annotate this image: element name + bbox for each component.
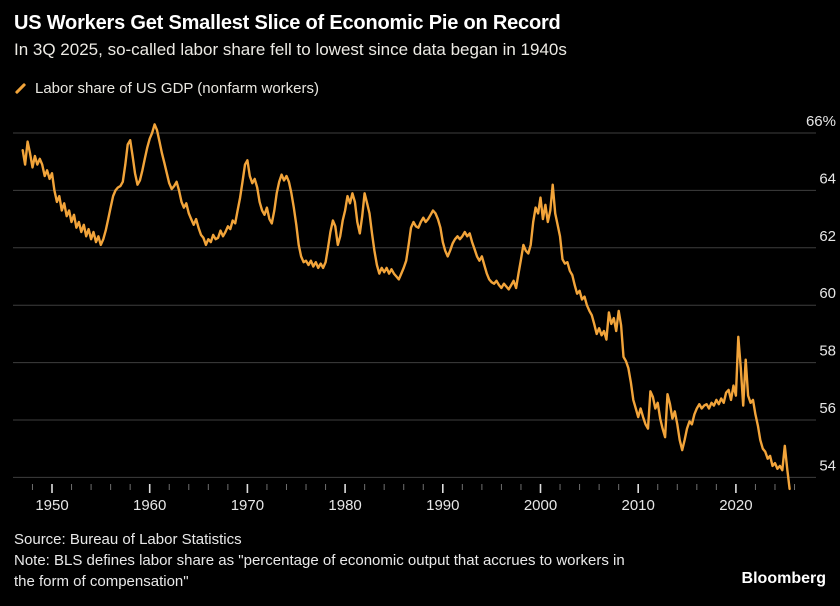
x-axis-label-1970: 1970 — [231, 497, 264, 514]
chart-subtitle: In 3Q 2025, so-called labor share fell t… — [14, 40, 567, 59]
bloomberg-logo: Bloomberg — [741, 570, 826, 587]
labor-share-line-series — [21, 123, 791, 491]
legend-line-swatch-icon — [14, 82, 27, 94]
y-axis-label-60: 60 — [819, 285, 836, 302]
chart-title: US Workers Get Smallest Slice of Economi… — [14, 12, 561, 34]
x-axis-label-1960: 1960 — [133, 497, 166, 514]
labor-share-chart: 66% 64 62 60 58 56 54 1950 1960 1970 1980 1990 2000 2… — [0, 104, 840, 520]
chart-legend: Labor share of US GDP (nonfarm workers) — [14, 79, 319, 97]
legend-series-label: Labor share of US GDP (nonfarm workers) — [35, 79, 319, 97]
y-axis-label-54: 54 — [819, 457, 836, 474]
x-axis-label-1950: 1950 — [35, 497, 68, 514]
y-axis-label-56: 56 — [819, 400, 836, 417]
line-chart-canvas: 66% 64 62 60 58 56 54 1950 1960 1970 1980 1990 2000 2… — [13, 113, 836, 514]
note-text-line2: the form of compensation" — [14, 573, 189, 590]
x-axis-label-2000: 2000 — [524, 497, 557, 514]
y-axis-label-62: 62 — [819, 228, 836, 245]
y-axis-label-58: 58 — [819, 343, 836, 360]
x-axis-label-2020: 2020 — [719, 497, 752, 514]
source-text: Source: Bureau of Labor Statistics — [14, 531, 242, 548]
note-text-line1: Note: BLS defines labor share as "percen… — [14, 552, 625, 569]
y-axis-label-64: 64 — [819, 170, 836, 187]
x-axis-label-1980: 1980 — [328, 497, 361, 514]
y-axis-label-66: 66% — [806, 113, 836, 130]
x-axis-label-2010: 2010 — [622, 497, 655, 514]
x-axis-label-1990: 1990 — [426, 497, 459, 514]
